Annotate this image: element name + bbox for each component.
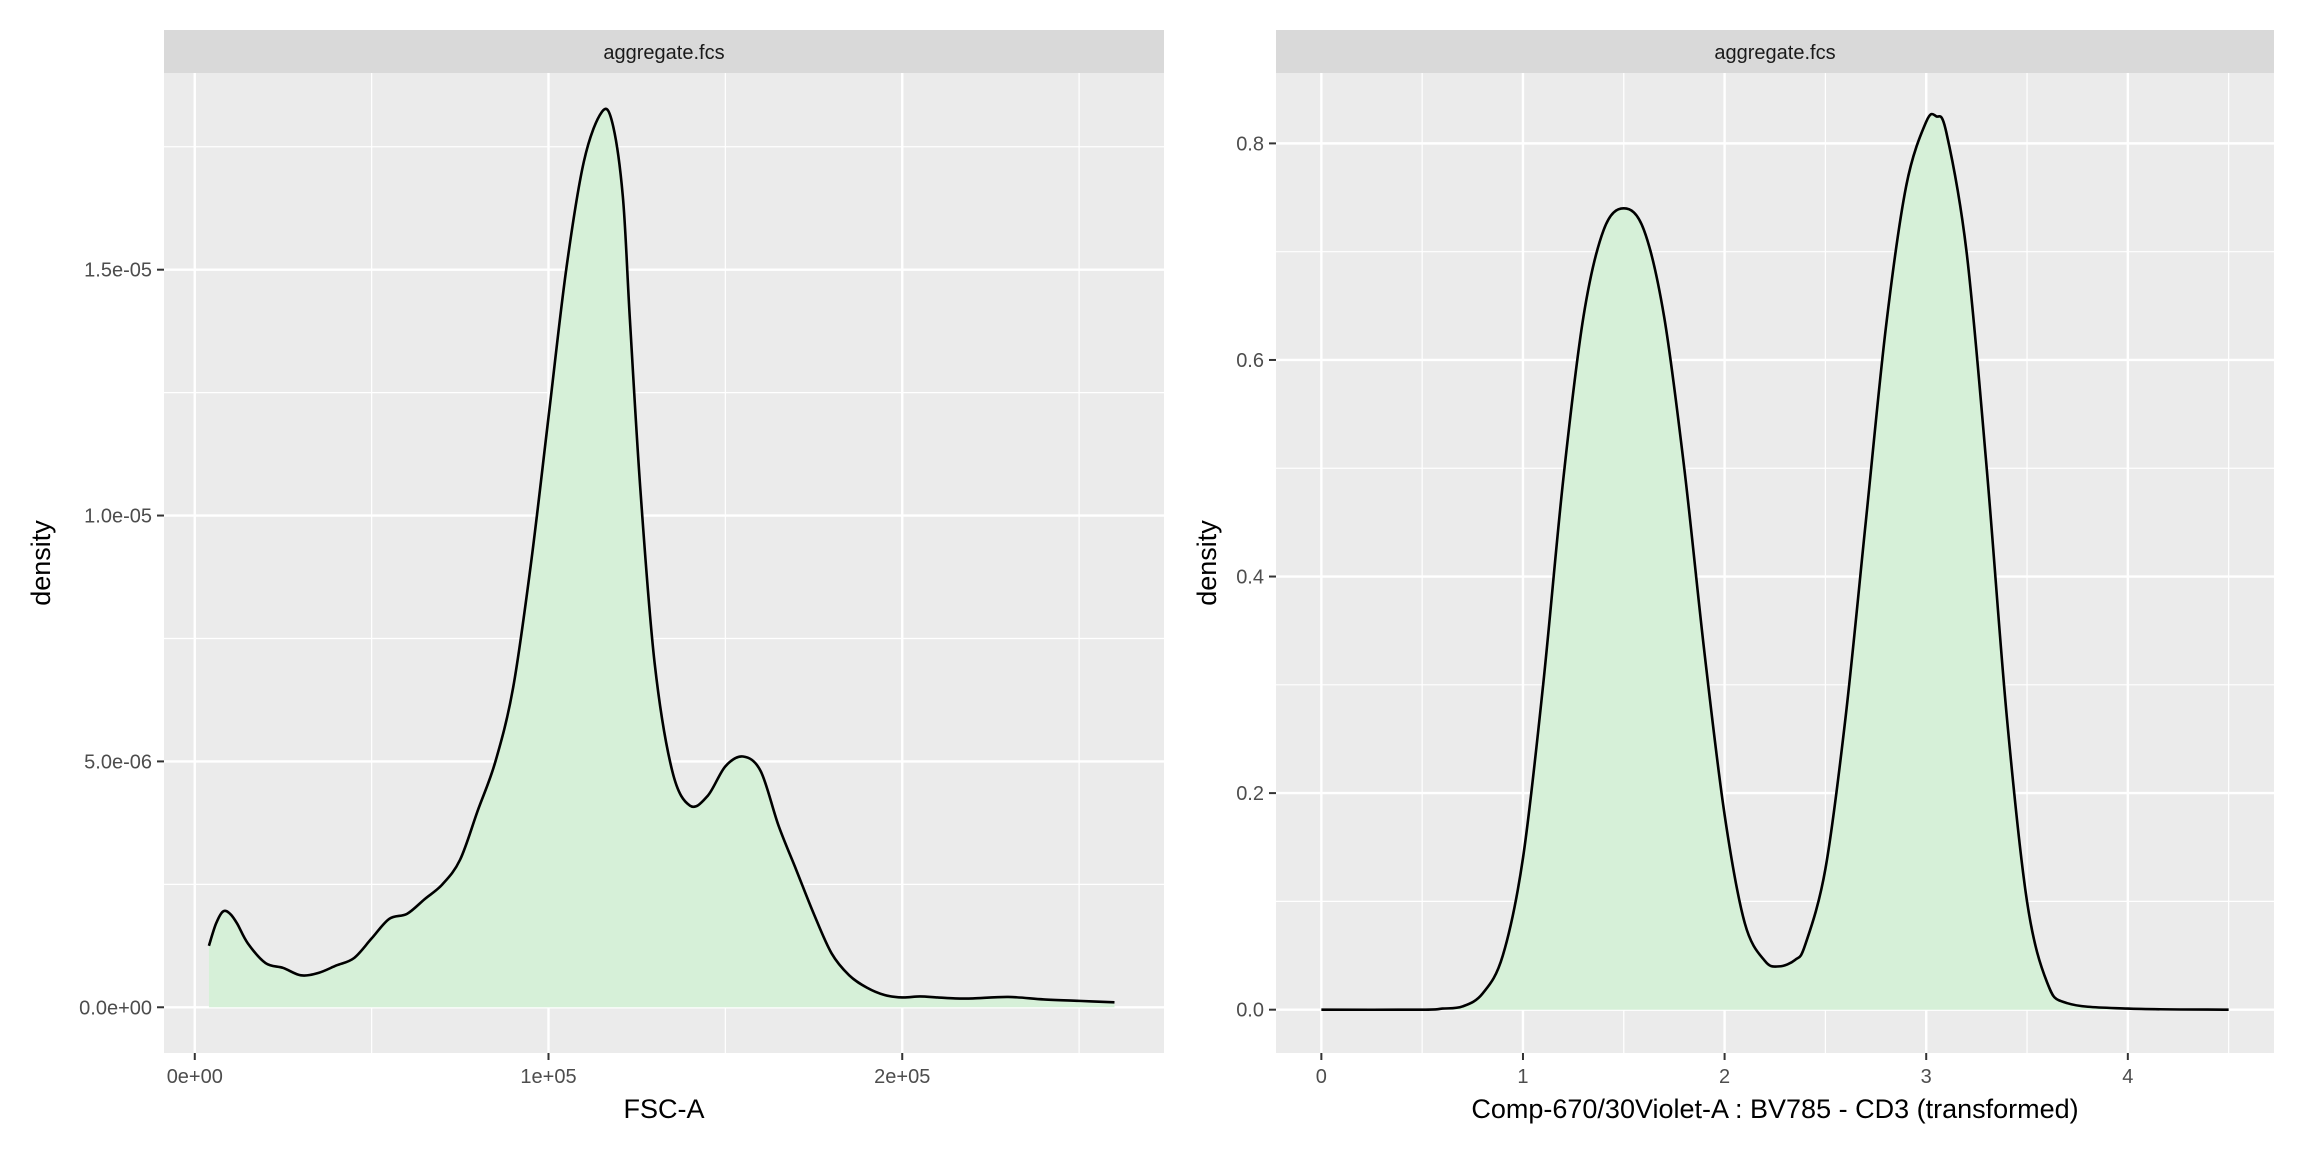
- strip-label: aggregate.fcs: [603, 42, 724, 64]
- x-axis-title: Comp-670/30Violet-A : BV785 - CD3 (trans…: [1471, 1094, 2078, 1124]
- x-tick-label: 0e+00: [167, 1066, 223, 1088]
- panel-cd3: aggregate.fcs 0 1 2 3 4 0.0 0.2 0.4 0.6 0.8 Comp-…: [1192, 30, 2274, 1124]
- panel-fsc-a: aggregate.fcs 0e+00 1e+05 2e+05 0.0e+00 5.0e…: [26, 30, 1164, 1124]
- x-tick-label: 1e+05: [520, 1066, 576, 1088]
- y-axis-title: density: [26, 520, 56, 606]
- y-tick-label: 1.5e-05: [84, 260, 152, 282]
- density-area: [1321, 113, 2229, 1010]
- x-tick-label: 1: [1517, 1066, 1528, 1088]
- y-tick-label: 0.4: [1236, 567, 1264, 589]
- y-tick-label: 1.0e-05: [84, 506, 152, 528]
- y-axis-title: density: [1192, 520, 1222, 606]
- y-tick-label: 0.2: [1236, 783, 1264, 805]
- density-curve: [1321, 112, 2229, 1012]
- y-tick-label: 5.0e-06: [84, 751, 152, 773]
- x-tick-label: 4: [2122, 1066, 2133, 1088]
- x-tick-label: 2: [1719, 1066, 1730, 1088]
- y-tick-label: 0.8: [1236, 133, 1264, 155]
- x-axis-title: FSC-A: [624, 1094, 705, 1124]
- density-area: [208, 108, 1115, 1008]
- y-tick-label: 0.6: [1236, 350, 1264, 372]
- y-tick-label: 0.0e+00: [79, 997, 152, 1019]
- axis-ticks: 0 1 2 3 4 0.0 0.2 0.4 0.6 0.8: [1236, 133, 2133, 1088]
- plot-background: [1276, 73, 2274, 1053]
- strip-label: aggregate.fcs: [1714, 42, 1835, 64]
- strip-background: [164, 30, 1164, 73]
- x-tick-label: 3: [1921, 1066, 1932, 1088]
- x-tick-label: 0: [1316, 1066, 1327, 1088]
- x-tick-label: 2e+05: [874, 1066, 930, 1088]
- y-tick-label: 0.0: [1236, 1000, 1264, 1022]
- density-curve: [207, 107, 1115, 1004]
- strip-background: [1276, 30, 2274, 73]
- axis-ticks: 0e+00 1e+05 2e+05 0.0e+00 5.0e-06 1.0e-05 1.5e…: [79, 260, 930, 1088]
